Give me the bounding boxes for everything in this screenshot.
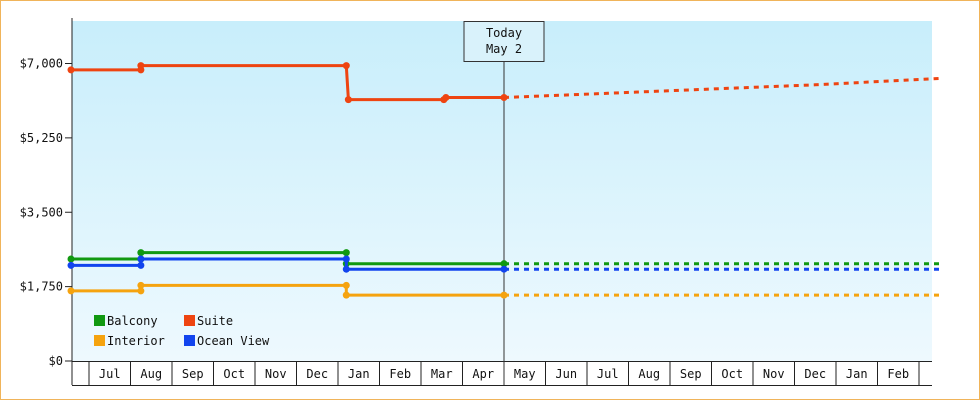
data-point bbox=[344, 96, 352, 104]
y-tick-label: $3,500 bbox=[20, 205, 63, 219]
month-label: Jan bbox=[348, 367, 370, 381]
series-lines bbox=[67, 62, 940, 299]
legend-swatch-ocean-view bbox=[184, 335, 195, 346]
series-ocean-view bbox=[67, 255, 940, 273]
month-label: Jul bbox=[99, 367, 121, 381]
data-point bbox=[500, 291, 508, 299]
month-label: Feb bbox=[887, 367, 909, 381]
series-line-balcony bbox=[71, 251, 504, 266]
month-label: Nov bbox=[763, 367, 785, 381]
month-label: Apr bbox=[472, 367, 494, 381]
data-point bbox=[342, 265, 350, 273]
month-label: Dec bbox=[306, 367, 328, 381]
month-label: Nov bbox=[265, 367, 287, 381]
today-date: May 2 bbox=[486, 42, 522, 56]
month-label: Sep bbox=[182, 367, 204, 381]
month-label: Feb bbox=[389, 367, 411, 381]
month-label: Sep bbox=[680, 367, 702, 381]
legend-label-suite: Suite bbox=[197, 314, 233, 328]
legend-label-balcony: Balcony bbox=[107, 314, 158, 328]
month-label: Mar bbox=[431, 367, 453, 381]
month-label: Aug bbox=[638, 367, 660, 381]
data-point bbox=[500, 260, 508, 268]
axes: $0 $1,750 $3,500 $5,250 $7,000 Jul Aug Sep Oct No… bbox=[20, 18, 932, 386]
plot-area bbox=[72, 21, 932, 361]
data-point bbox=[67, 261, 75, 269]
data-point bbox=[67, 66, 75, 74]
legend-label-ocean-view: Ocean View bbox=[197, 334, 270, 348]
series-line-interior bbox=[71, 283, 504, 297]
data-point bbox=[342, 249, 350, 257]
series-forecast-suite bbox=[503, 76, 940, 99]
legend-label-interior: Interior bbox=[107, 334, 165, 348]
legend: Balcony Suite Interior Ocean View bbox=[94, 314, 270, 348]
data-point bbox=[342, 62, 350, 70]
month-label: Oct bbox=[223, 367, 245, 381]
data-point bbox=[137, 281, 145, 289]
series-suite bbox=[67, 62, 940, 104]
data-point bbox=[342, 281, 350, 289]
today-label: Today bbox=[486, 26, 522, 40]
data-point bbox=[137, 249, 145, 257]
month-label: Aug bbox=[140, 367, 162, 381]
data-point bbox=[67, 287, 75, 295]
data-point bbox=[137, 261, 145, 269]
data-point bbox=[342, 255, 350, 263]
month-label: Jan bbox=[846, 367, 868, 381]
data-point bbox=[137, 62, 145, 70]
data-point bbox=[500, 265, 508, 273]
month-label: Jul bbox=[597, 367, 619, 381]
month-label: Oct bbox=[721, 367, 743, 381]
today-box bbox=[463, 21, 545, 62]
series-line-ocean-view bbox=[71, 257, 504, 271]
data-point bbox=[342, 291, 350, 299]
today-marker: Today May 2 bbox=[463, 21, 545, 385]
data-point bbox=[137, 255, 145, 263]
data-point bbox=[137, 287, 145, 295]
series-interior bbox=[67, 281, 940, 299]
data-point bbox=[500, 94, 508, 101]
legend-swatch-balcony bbox=[94, 315, 105, 326]
y-tick-label: $5,250 bbox=[20, 131, 63, 145]
legend-swatch-interior bbox=[94, 335, 105, 346]
month-label: May bbox=[514, 367, 536, 381]
month-label: Jun bbox=[555, 367, 577, 381]
data-point bbox=[67, 255, 75, 263]
data-point bbox=[442, 94, 450, 101]
month-label: Dec bbox=[804, 367, 826, 381]
y-tick-label: $0 bbox=[49, 354, 63, 368]
y-tick-label: $1,750 bbox=[20, 280, 63, 294]
legend-swatch-suite bbox=[184, 315, 195, 326]
y-tick-label: $7,000 bbox=[20, 57, 63, 71]
